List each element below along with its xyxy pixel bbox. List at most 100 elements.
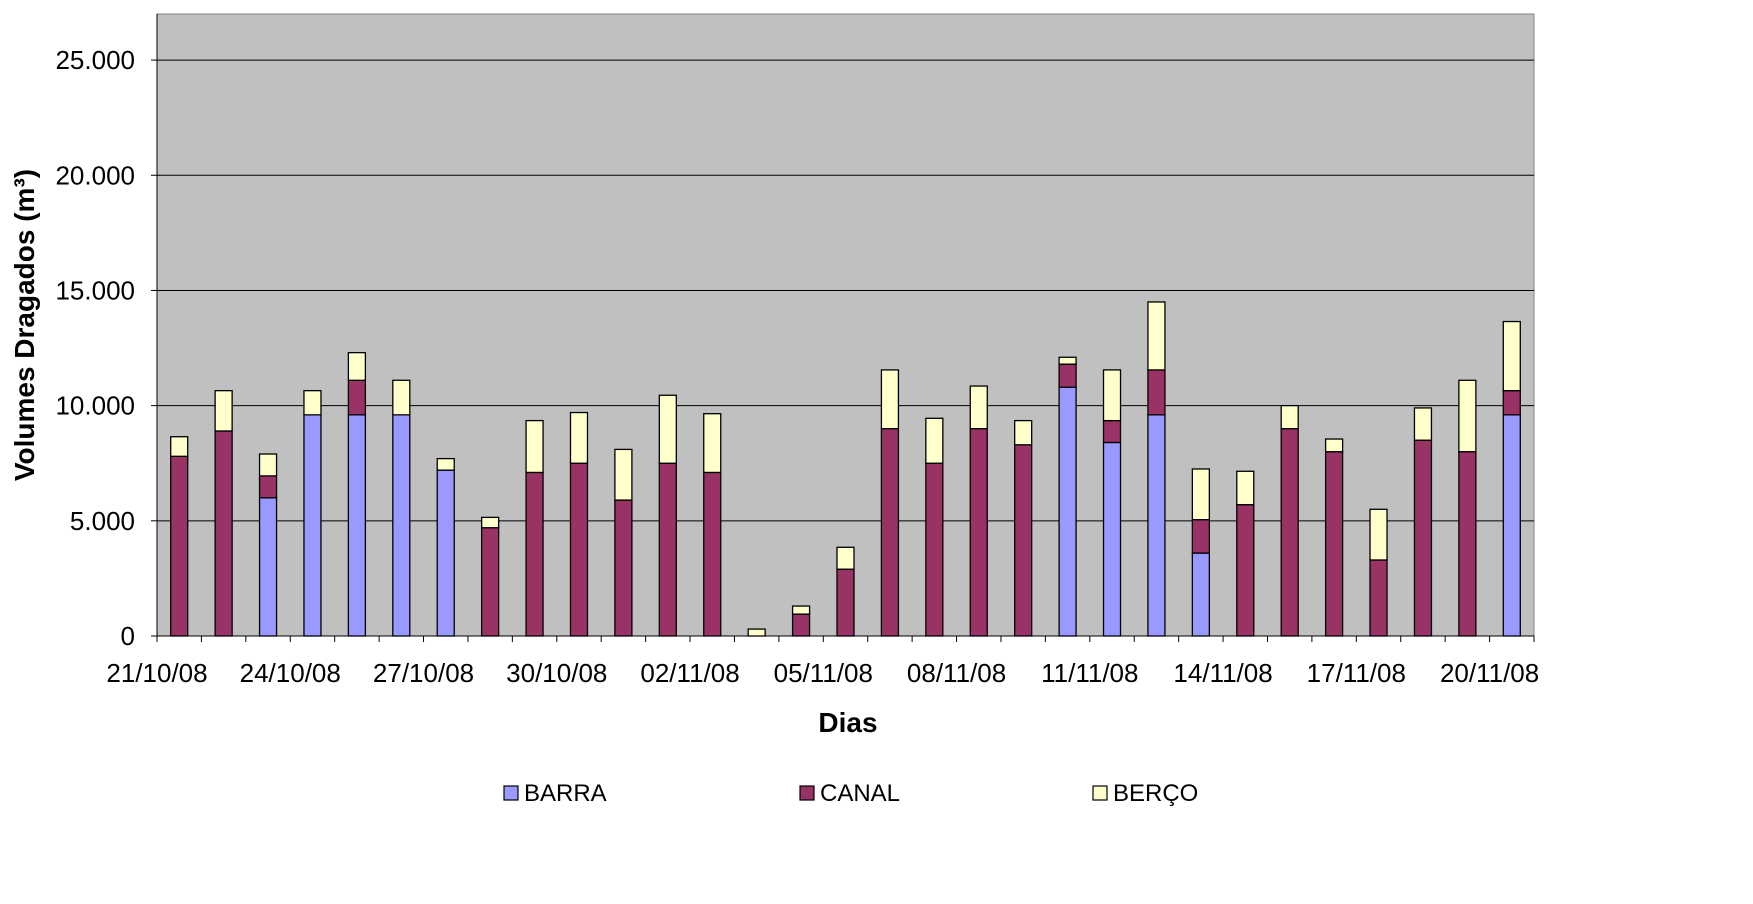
x-tick-label: 14/11/08 xyxy=(1173,658,1272,688)
bar-berço-09/11/08 xyxy=(1014,419,1033,446)
bar-canal-10/11/08 xyxy=(1058,363,1077,388)
x-axis-ticks: 21/10/08 24/10/08 27/10/08 30/10/08 02/11/08… xyxy=(106,636,1539,688)
bar-canal-01/11/08 xyxy=(658,462,677,637)
bar-canal-25/10/08 xyxy=(347,379,367,416)
bar-canal-11/11/08 xyxy=(1102,419,1122,444)
gridlines xyxy=(157,59,1534,522)
y-tick-label: 15.000 xyxy=(55,275,135,305)
bar-canal-21/10/08 xyxy=(170,455,189,637)
bar-canal-05/11/08 xyxy=(836,568,855,637)
bar-canal-14/11/08 xyxy=(1236,504,1255,637)
bar-canal-18/11/08 xyxy=(1413,439,1433,637)
bar-berço-06/11/08 xyxy=(880,369,900,430)
bar-canal-28/10/08 xyxy=(480,527,500,637)
bar-canal-31/10/08 xyxy=(614,499,633,637)
bar-canal-12/11/08 xyxy=(1147,369,1166,416)
x-tick-label: 27/10/08 xyxy=(373,658,474,688)
bar-canal-09/11/08 xyxy=(1014,444,1033,637)
bar-berço-16/11/08 xyxy=(1324,438,1344,453)
y-tick-label: 5.000 xyxy=(70,506,135,536)
bar-berço-28/10/08 xyxy=(480,516,500,529)
legend: BARRA CANAL BERÇO xyxy=(503,780,1198,807)
bar-canal-07/11/08 xyxy=(925,462,944,637)
bar-canal-15/11/08 xyxy=(1280,428,1299,637)
x-tick-label: 05/11/08 xyxy=(774,658,873,688)
bar-berço-31/10/08 xyxy=(614,448,633,501)
bar-canal-29/10/08 xyxy=(525,471,544,637)
bar-berço-27/10/08 xyxy=(436,457,455,471)
bar-berço-19/11/08 xyxy=(1458,379,1477,453)
bar-berço-05/11/08 xyxy=(836,546,855,570)
bars xyxy=(170,301,1521,637)
x-tick-label: 11/11/08 xyxy=(1041,658,1138,688)
bar-berço-21/10/08 xyxy=(170,436,189,457)
bar-berço-08/11/08 xyxy=(969,385,988,430)
x-tick-label: 21/10/08 xyxy=(106,658,207,688)
bar-berço-02/11/08 xyxy=(703,413,722,474)
y-tick-label: 10.000 xyxy=(55,391,135,421)
bar-berço-14/11/08 xyxy=(1236,470,1255,506)
bar-berço-25/10/08 xyxy=(347,351,367,381)
bar-berço-11/11/08 xyxy=(1102,369,1122,422)
legend-label-barra: BARRA xyxy=(524,780,607,807)
bar-berço-29/10/08 xyxy=(525,419,544,474)
bar-berço-30/10/08 xyxy=(569,411,589,464)
legend-swatch-barra xyxy=(503,785,519,801)
y-tick-label: 0 xyxy=(121,621,135,651)
bar-canal-17/11/08 xyxy=(1369,559,1388,637)
bar-canal-06/11/08 xyxy=(880,428,900,637)
x-tick-label: 02/11/08 xyxy=(640,658,739,688)
bar-berço-01/11/08 xyxy=(658,394,677,464)
bar-berço-04/11/08 xyxy=(791,605,811,615)
bar-canal-08/11/08 xyxy=(969,428,988,637)
bar-barra-23/10/08 xyxy=(258,497,278,637)
bar-barra-24/10/08 xyxy=(303,414,322,637)
x-tick-label: 17/11/08 xyxy=(1307,658,1406,688)
x-axis-title: Dias xyxy=(818,707,877,738)
bar-berço-15/11/08 xyxy=(1280,404,1299,430)
bar-canal-13/11/08 xyxy=(1191,519,1211,554)
legend-swatch-berço xyxy=(1092,785,1108,801)
bar-berço-10/11/08 xyxy=(1058,356,1077,365)
y-axis-title: Volumes Dragados (m³) xyxy=(9,169,40,481)
x-tick-label: 30/10/08 xyxy=(506,658,607,688)
bar-barra-26/10/08 xyxy=(392,414,411,637)
bar-canal-23/10/08 xyxy=(258,475,278,499)
bar-berço-22/10/08 xyxy=(214,390,233,432)
y-axis-ticks: 0 5.000 10.000 15.000 20.000 25.000 xyxy=(55,45,157,651)
bar-barra-10/11/08 xyxy=(1058,386,1077,637)
legend-label-canal: CANAL xyxy=(820,780,900,807)
x-tick-label: 24/10/08 xyxy=(240,658,341,688)
bar-barra-27/10/08 xyxy=(436,469,455,637)
bar-berço-03/11/08 xyxy=(747,628,766,637)
bar-berço-23/10/08 xyxy=(258,453,278,477)
bar-berço-17/11/08 xyxy=(1369,508,1388,561)
bar-berço-26/10/08 xyxy=(392,379,411,416)
bar-canal-20/11/08 xyxy=(1502,390,1521,416)
bar-barra-12/11/08 xyxy=(1147,414,1166,637)
bar-barra-13/11/08 xyxy=(1191,552,1211,637)
bar-barra-25/10/08 xyxy=(347,414,367,637)
x-tick-label: 20/11/08 xyxy=(1440,658,1539,688)
x-tick-label: 08/11/08 xyxy=(907,658,1006,688)
legend-swatch-canal xyxy=(799,785,815,801)
bar-berço-24/10/08 xyxy=(303,390,322,416)
bar-berço-13/11/08 xyxy=(1191,468,1211,521)
bar-berço-20/11/08 xyxy=(1502,320,1521,392)
bar-canal-02/11/08 xyxy=(703,471,722,637)
bar-canal-04/11/08 xyxy=(791,613,811,637)
bar-berço-12/11/08 xyxy=(1147,301,1166,371)
bar-canal-22/10/08 xyxy=(214,430,233,637)
plot-area xyxy=(156,13,1535,637)
bar-berço-07/11/08 xyxy=(925,417,944,464)
bar-canal-30/10/08 xyxy=(569,462,589,637)
legend-label-berço: BERÇO xyxy=(1113,780,1198,807)
bar-canal-19/11/08 xyxy=(1458,451,1477,637)
y-tick-label: 20.000 xyxy=(55,160,135,190)
y-tick-label: 25.000 xyxy=(55,45,135,75)
bar-barra-20/11/08 xyxy=(1502,414,1521,637)
bar-canal-16/11/08 xyxy=(1324,451,1344,637)
bar-barra-11/11/08 xyxy=(1102,441,1122,637)
bar-berço-18/11/08 xyxy=(1413,407,1433,441)
